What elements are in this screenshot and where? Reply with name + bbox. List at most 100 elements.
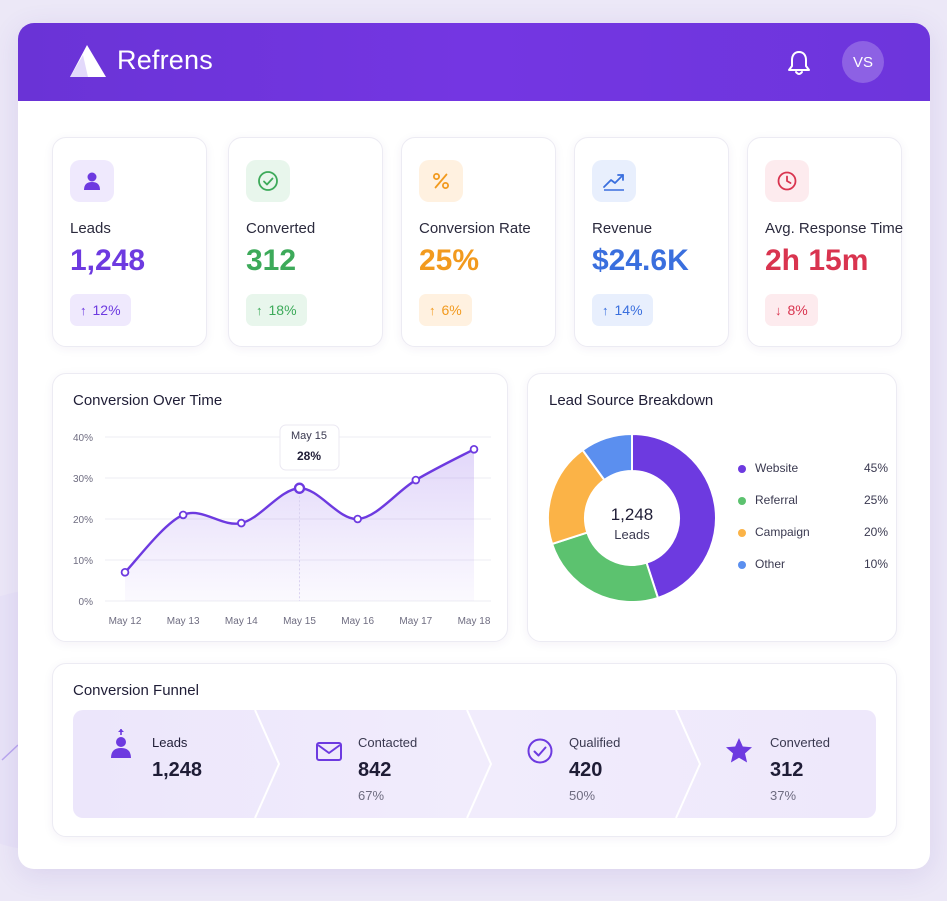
x-tick-label: May 18	[458, 616, 491, 627]
funnel-dividers	[254, 710, 702, 818]
arrow-up-icon: ↑	[429, 302, 436, 318]
refrens-logo-icon	[70, 45, 106, 77]
kpi-delta-value: 12%	[92, 302, 121, 318]
funnel-stage-value: 1,248	[152, 759, 203, 781]
funnel-stage-qualified[interactable]: Qualified 420 50%	[491, 710, 676, 818]
lead-source-donut-chart: 1,248 Leads	[547, 432, 717, 603]
funnel-stage-name: Qualified	[569, 735, 621, 750]
y-tick-label: 40%	[73, 433, 93, 444]
tooltip-date: May 15	[291, 430, 327, 442]
mail-icon	[316, 742, 342, 761]
kpi-value: 25%	[419, 244, 480, 277]
x-tick-label: May 14	[225, 616, 258, 627]
legend-swatch	[738, 465, 746, 473]
legend-percent: 25%	[863, 493, 888, 507]
x-tick-label: May 12	[109, 616, 142, 627]
arrow-up-icon: ↑	[80, 302, 87, 318]
x-tick-label: May 16	[341, 616, 374, 627]
funnel-stage-percent: 50%	[569, 788, 596, 803]
legend-label: Campaign	[755, 525, 810, 539]
legend-item-other[interactable]: Other 10%	[738, 557, 888, 573]
donut-slice-other[interactable]	[581, 432, 633, 482]
kpi-card-leads[interactable]: Leads 1,248 ↑ 12%	[52, 137, 207, 347]
kpi-delta-badge: ↑ 18%	[246, 294, 307, 326]
kpi-delta-value: 14%	[614, 302, 643, 318]
kpi-label: Leads	[70, 220, 111, 237]
person-icon	[111, 729, 131, 758]
tooltip-value: 28%	[297, 449, 321, 463]
arrow-up-icon: ↑	[602, 302, 609, 318]
funnel-stage-value: 420	[569, 759, 603, 781]
legend-swatch	[738, 561, 746, 569]
legend-swatch	[738, 497, 746, 505]
person-icon	[70, 160, 114, 202]
conversion-over-time-card: Conversion Over Time 0% 10% 20% 30% 40% May …	[52, 373, 508, 642]
arrow-down-icon: ↓	[775, 302, 782, 318]
funnel-stage-contacted[interactable]: Contacted 842 67%	[279, 710, 467, 818]
funnel-stage-name: Converted	[770, 735, 830, 750]
percent-icon	[419, 160, 463, 202]
legend-percent: 20%	[863, 525, 888, 539]
star-icon	[726, 738, 752, 763]
funnel-stage-leads[interactable]: Leads 1,248	[73, 710, 255, 818]
kpi-delta-badge: ↑ 14%	[592, 294, 653, 326]
legend-item-website[interactable]: Website 45%	[738, 461, 888, 477]
legend-item-referral[interactable]: Referral 25%	[738, 493, 888, 509]
legend-label: Website	[755, 461, 799, 475]
donut-slice-website[interactable]	[631, 432, 717, 600]
kpi-card-revenue[interactable]: Revenue $24.6K ↑ 14%	[574, 137, 729, 347]
check-circle-icon	[246, 160, 290, 202]
kpi-value: 2h 15m	[765, 244, 869, 277]
data-point[interactable]	[353, 514, 362, 524]
y-tick-label: 30%	[73, 474, 93, 485]
kpi-card-conversion-rate[interactable]: Conversion Rate 25% ↑ 6%	[401, 137, 556, 347]
kpi-label: Converted	[246, 220, 316, 237]
top-header: Refrens VS	[18, 23, 930, 101]
legend-percent: 10%	[863, 557, 888, 571]
kpi-delta-badge: ↓ 8%	[765, 294, 818, 326]
kpi-card-avg-response-time[interactable]: Avg. Response Time 2h 15m ↓ 8%	[747, 137, 904, 347]
dashboard-window: Refrens VS Leads 1,248 ↑ 12% Converted 3…	[18, 23, 930, 869]
funnel-stage-percent: 37%	[770, 788, 797, 803]
kpi-delta-value: 18%	[268, 302, 297, 318]
user-avatar[interactable]: VS	[842, 41, 884, 83]
brand-name: Refrens	[117, 45, 213, 75]
data-point[interactable]	[469, 445, 479, 454]
x-tick-label: May 13	[167, 616, 200, 627]
clock-icon	[765, 160, 809, 202]
chart-tooltip: May 15 28%	[279, 424, 340, 471]
kpi-label: Avg. Response Time	[765, 220, 904, 237]
y-tick-label: 0%	[79, 597, 94, 608]
arrow-up-icon: ↑	[256, 302, 263, 318]
legend-label: Other	[755, 557, 786, 571]
funnel-strip: Leads 1,248 Contacted 842 67% Qualified …	[73, 710, 876, 818]
funnel-stage-name: Leads	[152, 735, 188, 750]
trend-up-icon	[592, 160, 636, 202]
data-point[interactable]	[178, 510, 188, 520]
donut-slice-referral[interactable]	[550, 531, 660, 603]
lead-source-card: Lead Source Breakdown 1,248 Leads Websit…	[527, 373, 897, 642]
legend-item-campaign[interactable]: Campaign 20%	[738, 525, 888, 541]
data-point[interactable]	[293, 482, 306, 494]
x-tick-label: May 17	[399, 616, 432, 627]
funnel-stage-percent: 67%	[358, 788, 385, 803]
funnel-stage-converted[interactable]: Converted 312 37%	[700, 710, 876, 818]
card-title: Conversion Funnel	[73, 682, 199, 699]
data-point[interactable]	[411, 475, 421, 485]
card-title: Lead Source Breakdown	[549, 392, 714, 409]
data-point[interactable]	[237, 518, 246, 528]
donut-center-value: 1,248	[611, 505, 654, 524]
data-point[interactable]	[120, 568, 130, 577]
kpi-value: 312	[246, 244, 297, 277]
legend-swatch	[738, 529, 746, 537]
legend-label: Referral	[755, 493, 798, 507]
kpi-label: Conversion Rate	[419, 220, 531, 237]
kpi-delta-badge: ↑ 12%	[70, 294, 131, 326]
kpi-card-converted[interactable]: Converted 312 ↑ 18%	[228, 137, 383, 347]
funnel-stage-value: 312	[770, 759, 804, 781]
kpi-delta-value: 6%	[441, 302, 462, 318]
notification-bell-icon[interactable]	[786, 49, 812, 77]
kpi-delta-badge: ↑ 6%	[419, 294, 472, 326]
funnel-stage-value: 842	[358, 759, 392, 781]
y-tick-label: 20%	[73, 515, 93, 526]
